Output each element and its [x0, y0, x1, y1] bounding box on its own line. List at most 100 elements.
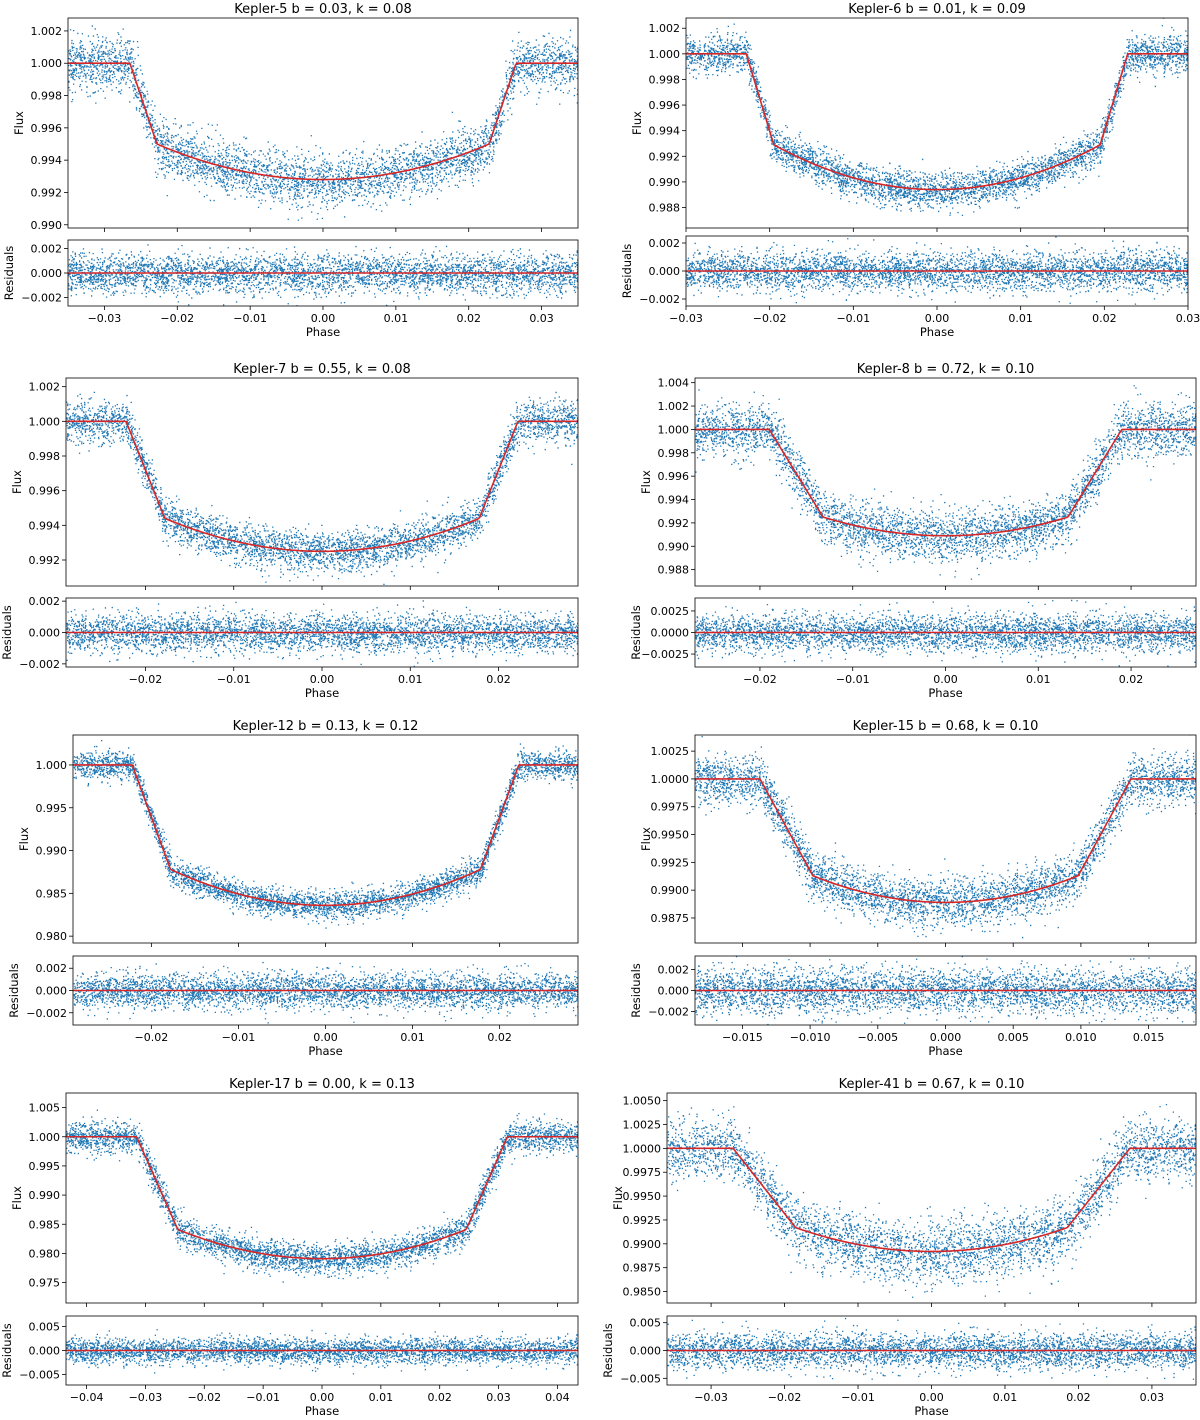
chart-title: Kepler-7 b = 0.55, k = 0.08 [233, 362, 411, 377]
xtick-label: 0.00 [925, 312, 950, 325]
flux-ytick-label: 0.990 [649, 176, 681, 189]
flux-axis-label: Flux [17, 827, 31, 851]
flux-axes-frame [73, 735, 578, 943]
flux-ytick-label: 0.992 [31, 186, 63, 199]
flux-ytick-label: 0.996 [649, 99, 681, 112]
xtick-label: −0.01 [246, 1391, 280, 1404]
flux-axes-frame [695, 378, 1196, 586]
chart-title: Kepler-12 b = 0.13, k = 0.12 [233, 719, 419, 734]
xtick-label: 0.03 [1140, 1391, 1165, 1404]
xtick-label: 0.01 [384, 312, 409, 325]
panel-kepler-41: Kepler-41 b = 0.67, k = 0.100.98500.9875… [601, 1077, 1197, 1418]
panel-kepler-17: Kepler-17 b = 0.00, k = 0.130.9750.9800.… [0, 1077, 579, 1418]
xtick-label: −0.01 [841, 1391, 875, 1404]
xtick-label: −0.02 [743, 673, 777, 686]
flux-ytick-label: 0.9875 [651, 912, 690, 925]
flux-ytick-label: 0.996 [658, 470, 690, 483]
residual-axis-label: Residuals [0, 1323, 14, 1378]
residual-points [68, 235, 579, 309]
residual-ytick-label: 0.000 [29, 627, 61, 640]
panel-kepler-8: Kepler-8 b = 0.72, k = 0.100.9880.9900.9… [629, 362, 1197, 700]
flux-ytick-label: 1.0050 [623, 1095, 662, 1108]
residual-axis-label: Residuals [629, 605, 643, 660]
residual-ytick-label: 0.005 [29, 1321, 61, 1334]
residual-points [66, 1329, 579, 1374]
residual-points [667, 1318, 1197, 1380]
flux-ytick-label: 0.9950 [623, 1190, 662, 1203]
chart-title: Kepler-5 b = 0.03, k = 0.08 [234, 2, 412, 17]
flux-ytick-label: 1.0025 [623, 1119, 662, 1132]
flux-ytick-label: 0.990 [29, 1189, 61, 1202]
residual-axis-label: Residuals [7, 963, 21, 1018]
flux-ytick-label: 0.9950 [651, 829, 690, 842]
flux-ytick-label: 0.9975 [651, 801, 690, 814]
xtick-label: −0.01 [836, 312, 870, 325]
xtick-label: 0.02 [487, 1031, 512, 1044]
flux-ytick-label: 0.9900 [623, 1238, 662, 1251]
residual-ytick-label: 0.002 [658, 964, 690, 977]
xtick-label: −0.02 [160, 312, 194, 325]
flux-axis-label: Flux [639, 470, 653, 494]
flux-axis-label: Flux [630, 111, 644, 135]
flux-ytick-label: 0.995 [36, 802, 68, 815]
flux-ytick-label: 1.0000 [623, 1142, 662, 1155]
residual-ytick-label: −0.002 [21, 291, 62, 304]
flux-ytick-label: 1.000 [31, 57, 63, 70]
residual-ytick-label: −0.002 [19, 658, 60, 671]
model-curve [73, 765, 578, 905]
xtick-label: −0.010 [790, 1031, 831, 1044]
xtick-label: 0.01 [1008, 312, 1033, 325]
xtick-label: −0.03 [669, 312, 703, 325]
flux-ytick-label: 0.9975 [623, 1166, 662, 1179]
xtick-label: 0.04 [545, 1391, 570, 1404]
xtick-label: 0.00 [310, 673, 335, 686]
flux-ytick-label: 0.998 [31, 90, 63, 103]
flux-ytick-label: 1.0000 [651, 773, 690, 786]
xtick-label: −0.04 [70, 1391, 104, 1404]
flux-ytick-label: 0.9925 [651, 856, 690, 869]
panel-kepler-15: Kepler-15 b = 0.68, k = 0.100.98750.9900… [629, 719, 1197, 1058]
flux-ytick-label: 1.002 [31, 25, 63, 38]
flux-ytick-label: 0.994 [29, 519, 61, 532]
flux-ytick-label: 0.980 [29, 1247, 61, 1260]
flux-ytick-label: 0.992 [29, 554, 61, 567]
flux-axis-label: Flux [611, 1186, 625, 1210]
flux-axis-label: Flux [10, 1186, 24, 1210]
model-curve [66, 421, 578, 551]
xtick-label: −0.03 [129, 1391, 163, 1404]
xtick-label: −0.02 [768, 1391, 802, 1404]
flux-axis-label: Flux [10, 470, 24, 494]
xtick-label: −0.03 [88, 312, 122, 325]
xtick-label: 0.02 [1119, 673, 1144, 686]
flux-ytick-label: 0.975 [29, 1277, 61, 1290]
xtick-label: −0.01 [836, 673, 870, 686]
flux-ytick-label: 0.998 [29, 450, 61, 463]
xtick-label: 0.03 [1176, 312, 1200, 325]
flux-ytick-label: 0.9875 [623, 1262, 662, 1275]
flux-points [66, 392, 579, 585]
flux-ytick-label: 1.005 [29, 1102, 61, 1115]
panel-kepler-5: Kepler-5 b = 0.03, k = 0.080.9900.9920.9… [2, 2, 579, 339]
xtick-label: −0.03 [694, 1391, 728, 1404]
residual-ytick-label: 0.0000 [651, 627, 690, 640]
residual-ytick-label: −0.005 [19, 1368, 60, 1381]
flux-points [66, 1110, 579, 1283]
flux-points [695, 734, 1197, 946]
residual-ytick-label: 0.005 [630, 1317, 662, 1330]
xtick-label: −0.02 [187, 1391, 221, 1404]
flux-ytick-label: 1.000 [658, 423, 690, 436]
residual-ytick-label: 0.002 [36, 962, 68, 975]
xtick-label: 0.00 [919, 1391, 944, 1404]
flux-ytick-label: 1.002 [658, 400, 690, 413]
flux-points [74, 740, 579, 929]
x-axis-label: Phase [914, 1404, 948, 1418]
residual-axis-label: Residuals [601, 1323, 615, 1378]
flux-axes-frame [695, 735, 1196, 943]
xtick-label: 0.00 [311, 312, 336, 325]
flux-ytick-label: 0.994 [31, 154, 63, 167]
flux-ytick-label: 0.994 [649, 125, 681, 138]
xtick-label: −0.02 [135, 1031, 169, 1044]
flux-points [686, 18, 1189, 217]
xtick-label: 0.015 [1133, 1031, 1165, 1044]
